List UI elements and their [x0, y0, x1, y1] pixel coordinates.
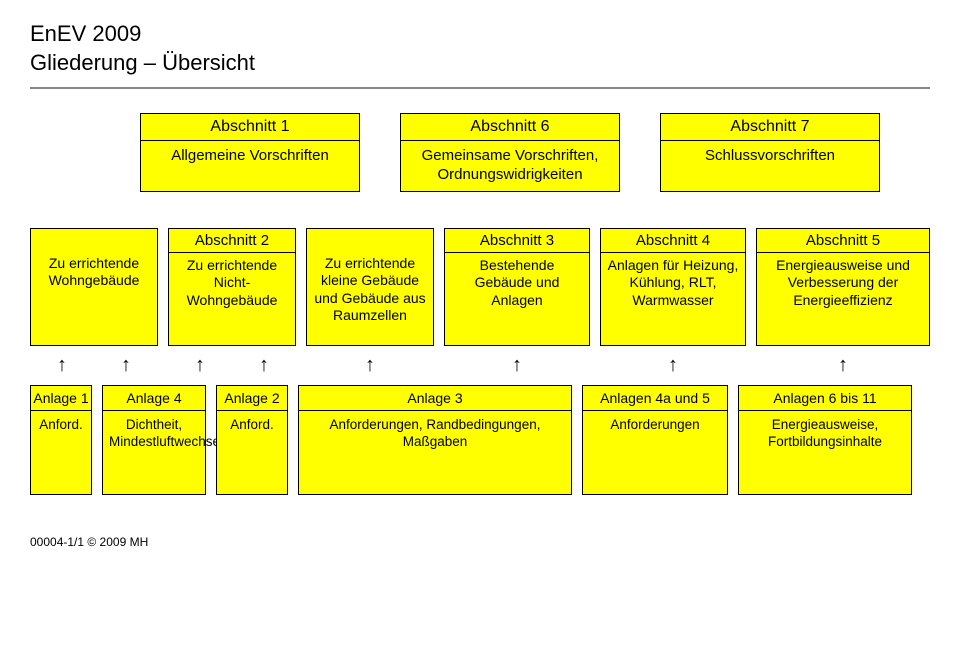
bot-box-hdr: Anlage 1	[31, 386, 91, 411]
mid-box-hdr: Abschnitt 3	[445, 229, 589, 253]
top-row: Abschnitt 1Allgemeine VorschriftenAbschn…	[30, 113, 930, 192]
top-box-hdr: Abschnitt 6	[401, 114, 619, 141]
arrow-3: ↑	[444, 354, 590, 377]
footer: 00004-1/1 © 2009 MH	[30, 535, 930, 549]
top-box-0: Abschnitt 1 Allgemeine Vorschriften	[140, 113, 360, 192]
bot-box-txt: Energieausweise, Fortbildungsinhalte	[745, 417, 905, 451]
top-box-hdr: Abschnitt 1	[141, 114, 359, 141]
mid-box-txt: Bestehende Gebäude und Anlagen	[451, 257, 583, 310]
mid-box-txt: Energieausweise und Verbesserung der Ene…	[763, 257, 923, 310]
top-box-txt: Allgemeine Vorschriften	[149, 147, 351, 166]
up-arrow-icon: ↑	[30, 354, 94, 377]
bot-box-0: Anlage 1 Anford.	[30, 385, 92, 495]
bot-box-5: Anlagen 6 bis 11 Energieausweise, Fortbil…	[738, 385, 912, 495]
arrow-4: ↑	[600, 354, 746, 377]
mid-box-4: Abschnitt 4 Anlagen für Heizung, Kühlung,…	[600, 228, 746, 346]
arrow-2: ↑	[306, 354, 434, 377]
bot-box-hdr: Anlage 4	[103, 386, 205, 411]
arrow-1: ↑↑	[168, 354, 296, 377]
mid-box-hdr: Abschnitt 4	[601, 229, 745, 253]
up-arrow-icon: ↑	[668, 354, 678, 377]
mid-box-5: Abschnitt 5 Energieausweise und Verbesser…	[756, 228, 930, 346]
page-title: EnEV 2009 Gliederung – Übersicht	[30, 20, 930, 77]
up-arrow-icon: ↑	[838, 354, 848, 377]
bot-box-hdr: Anlagen 6 bis 11	[739, 386, 911, 411]
mid-box-0: Zu errichtende Wohngebäude	[30, 228, 158, 346]
up-arrow-icon: ↑	[365, 354, 375, 377]
bot-box-2: Anlage 2 Anford.	[216, 385, 288, 495]
bot-box-3: Anlage 3 Anforderungen, Randbedingungen, …	[298, 385, 572, 495]
bot-box-txt: Anford.	[37, 417, 85, 434]
top-box-txt: Schlussvorschriften	[669, 147, 871, 166]
bot-box-txt: Anforderungen	[589, 417, 721, 434]
bot-box-4: Anlagen 4a und 5 Anforderungen	[582, 385, 728, 495]
mid-box-txt: Anlagen für Heizung, Kühlung, RLT, Warmw…	[607, 257, 739, 310]
bot-box-1: Anlage 4 Dichtheit, Mindestluftwechsel	[102, 385, 206, 495]
bot-box-txt: Anford.	[223, 417, 281, 434]
title-line-2: Gliederung – Übersicht	[30, 49, 930, 78]
bot-row: Anlage 1 Anford. Anlage 4 Dichtheit, Mindes…	[30, 385, 930, 495]
title-divider	[30, 87, 930, 89]
arrow-5: ↑	[756, 354, 930, 377]
up-arrow-icon: ↑	[512, 354, 522, 377]
bot-box-hdr: Anlagen 4a und 5	[583, 386, 727, 411]
top-box-txt: Gemeinsame Vorschriften, Ordnungswidrigk…	[409, 147, 611, 185]
mid-box-txt: Zu errichtende Wohngebäude	[37, 233, 151, 290]
bot-box-txt: Dichtheit, Mindestluftwechsel	[109, 417, 199, 451]
mid-box-txt: Zu errichtende Nicht-Wohngebäude	[175, 257, 289, 310]
mid-box-2: Zu errichtende kleine Gebäude und Gebäud…	[306, 228, 434, 346]
mid-box-hdr: Abschnitt 2	[169, 229, 295, 253]
mid-box-1: Abschnitt 2 Zu errichtende Nicht-Wohngebä…	[168, 228, 296, 346]
top-box-1: Abschnitt 6 Gemeinsame Vorschriften, Ordn…	[400, 113, 620, 192]
up-arrow-icon: ↑	[94, 354, 158, 377]
arrow-0: ↑↑	[30, 354, 158, 377]
up-arrow-icon: ↑	[232, 354, 296, 377]
mid-row: Zu errichtende Wohngebäude Abschnitt 2 Zu …	[30, 228, 930, 346]
mid-box-txt: Zu errichtende kleine Gebäude und Gebäud…	[313, 233, 427, 325]
bot-box-txt: Anforderungen, Randbedingungen, Maßgaben	[305, 417, 565, 451]
title-line-1: EnEV 2009	[30, 20, 930, 49]
mid-box-hdr: Abschnitt 5	[757, 229, 929, 253]
bot-box-hdr: Anlage 2	[217, 386, 287, 411]
top-box-2: Abschnitt 7 Schlussvorschriften	[660, 113, 880, 192]
bot-box-hdr: Anlage 3	[299, 386, 571, 411]
arrow-row: ↑↑↑↑↑↑↑↑	[30, 354, 930, 377]
top-box-hdr: Abschnitt 7	[661, 114, 879, 141]
up-arrow-icon: ↑	[168, 354, 232, 377]
mid-box-3: Abschnitt 3 Bestehende Gebäude und Anlage…	[444, 228, 590, 346]
